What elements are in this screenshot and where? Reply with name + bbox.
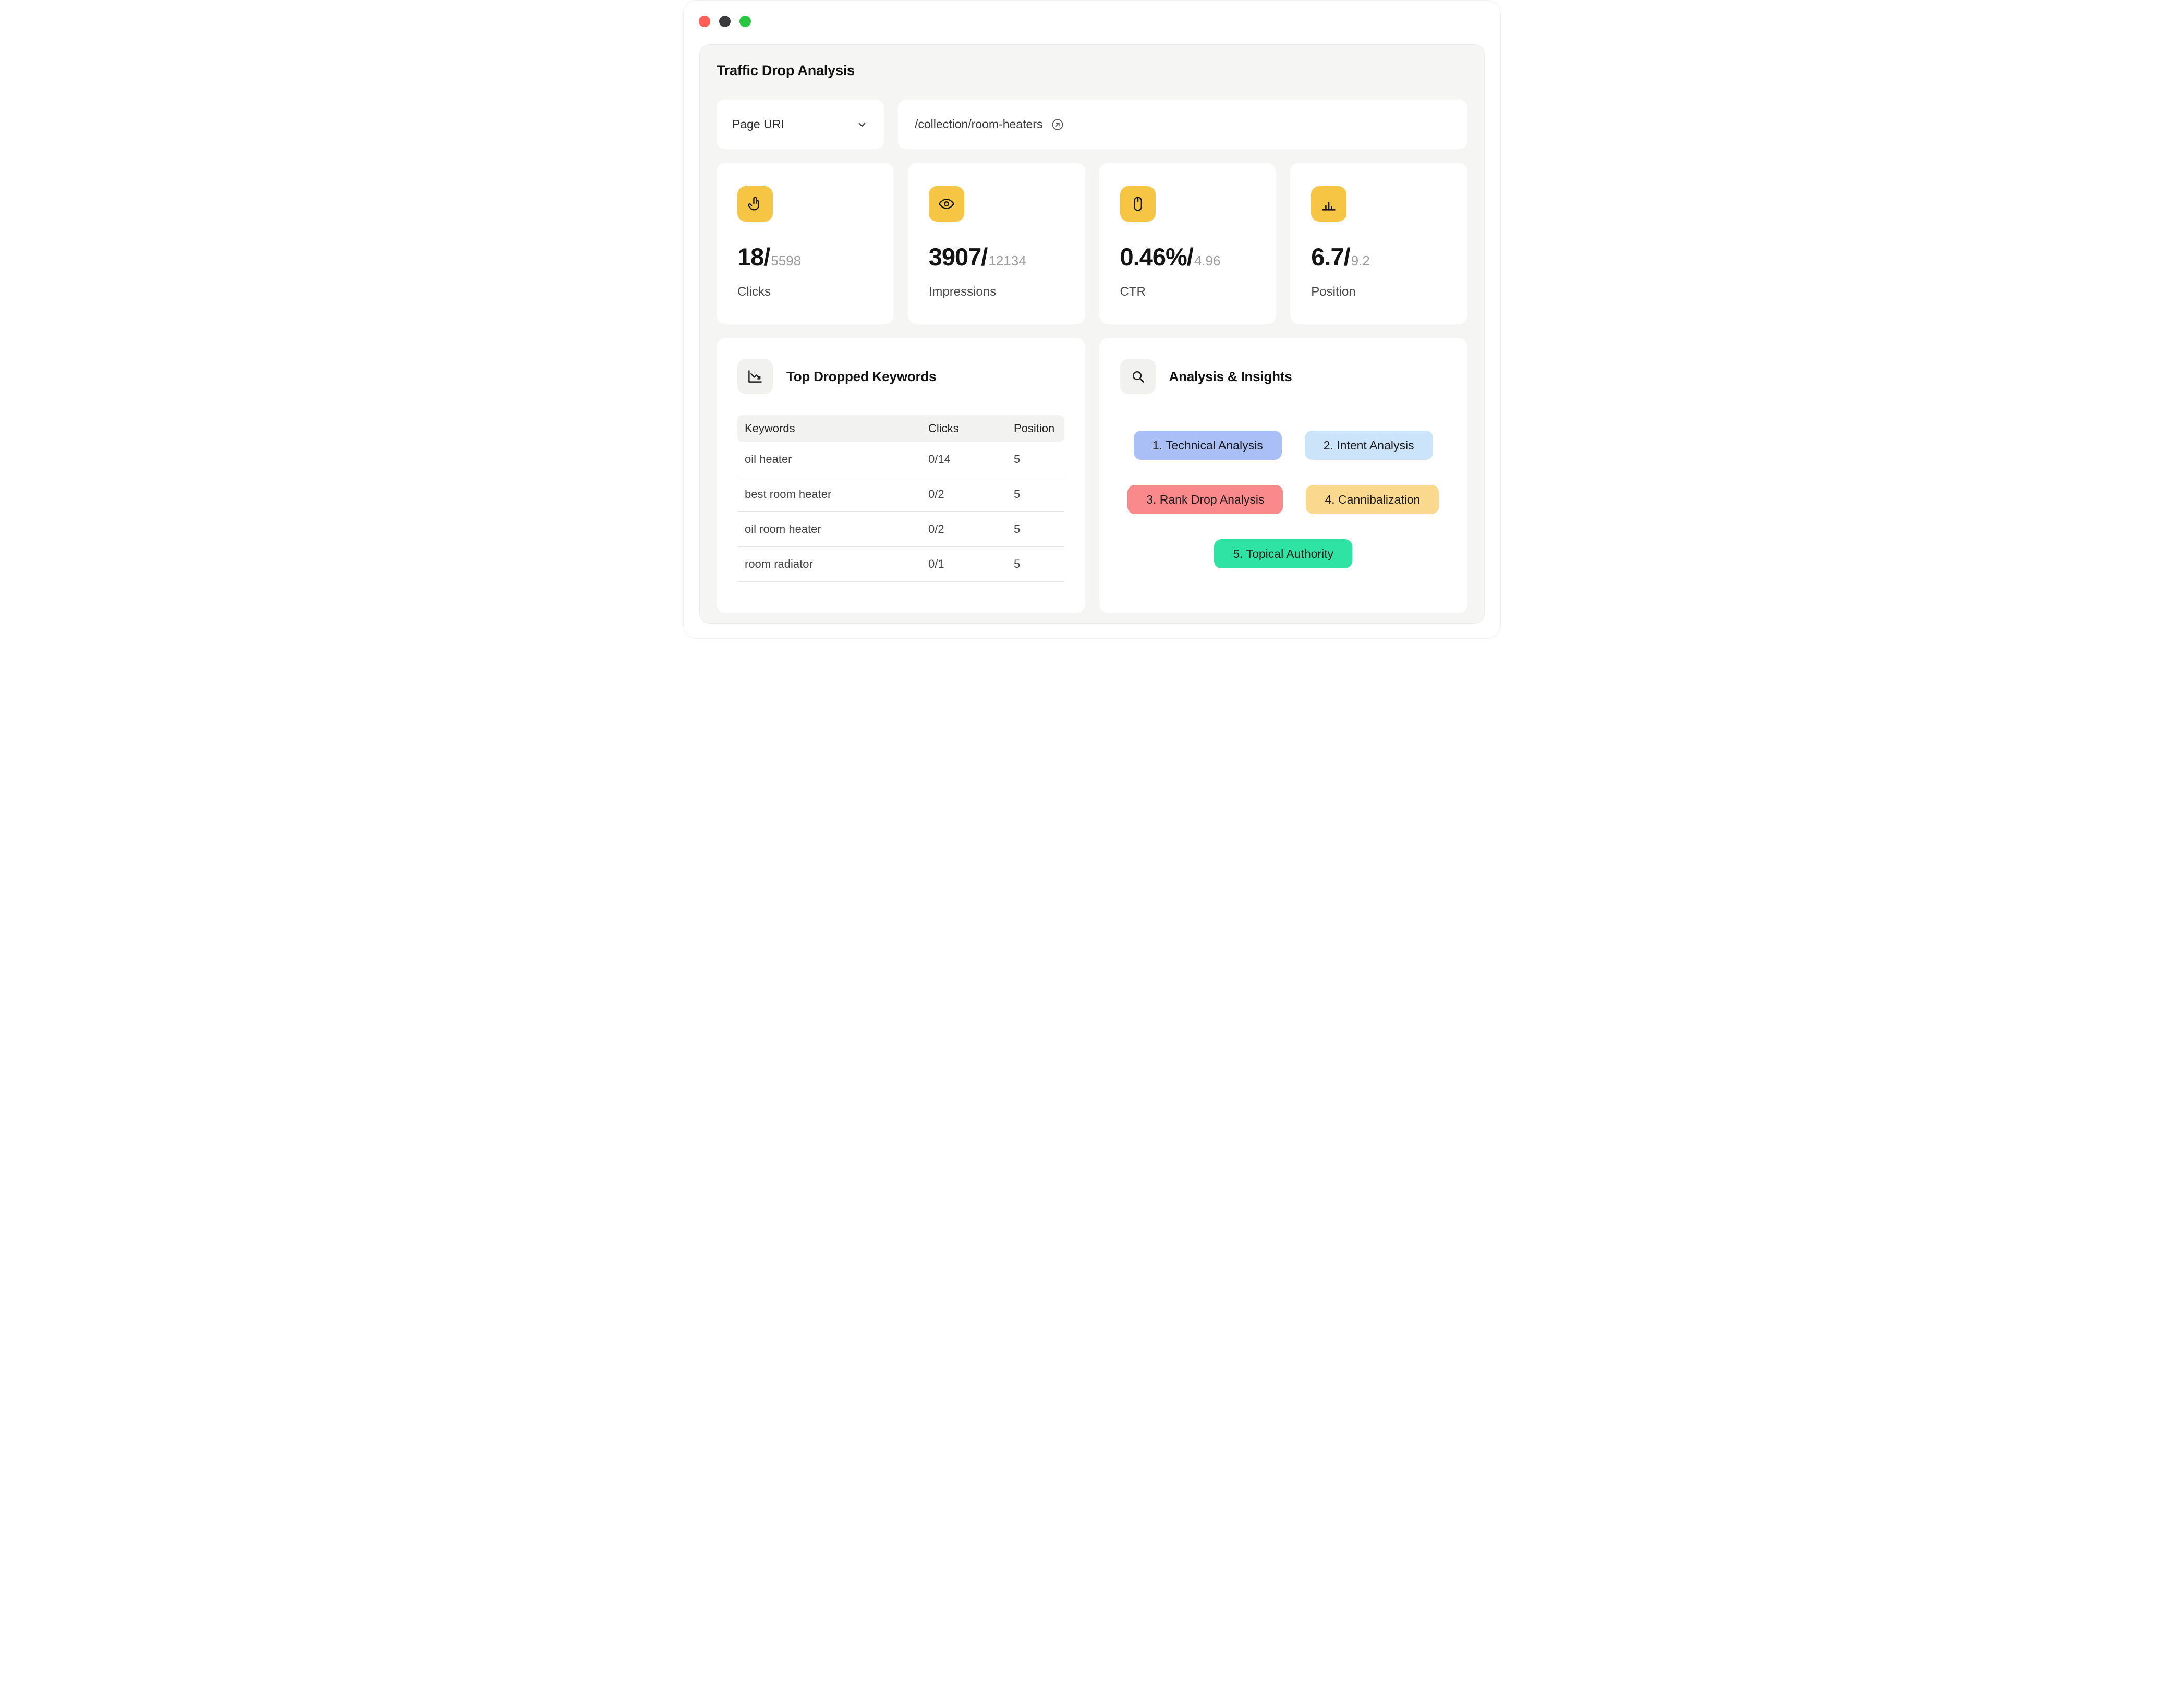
clicks-cell: 0/2 xyxy=(928,522,944,535)
position-cell: 5 xyxy=(1014,557,1021,570)
ctr-label: CTR xyxy=(1120,285,1146,299)
impressions-previous-value: 12134 xyxy=(988,253,1026,269)
stats-row: 18/ 5598 Clicks 3907/ 12134 Impressions xyxy=(717,163,1467,324)
position-cell: 5 xyxy=(1014,453,1021,466)
table-row: best room heater 0/2 5 xyxy=(737,477,1064,512)
stat-card-impressions: 3907/ 12134 Impressions xyxy=(907,163,1085,324)
insight-tags: 1. Technical Analysis 2. Intent Analysis… xyxy=(1120,431,1447,568)
clicks-label: Clicks xyxy=(737,285,771,299)
bar-chart-icon xyxy=(1311,186,1347,222)
keywords-table: Keywords Clicks Position oil heater 0/14… xyxy=(737,415,1064,582)
tag-topical-authority[interactable]: 5. Topical Authority xyxy=(1214,539,1353,568)
column-position: Position xyxy=(1014,422,1055,435)
clicks-cell: 0/14 xyxy=(928,453,951,466)
table-row: room radiator 0/1 5 xyxy=(737,547,1064,582)
clicks-cell: 0/1 xyxy=(928,557,944,570)
filter-bar: Page URI /collection/room-heaters xyxy=(717,100,1467,149)
keyword-cell: oil heater xyxy=(745,453,792,466)
eye-icon xyxy=(928,186,964,222)
window-titlebar xyxy=(684,1,1500,44)
clicks-previous-value: 5598 xyxy=(771,253,802,269)
tag-technical-analysis[interactable]: 1. Technical Analysis xyxy=(1133,431,1282,460)
top-dropped-keywords-card: Top Dropped Keywords Keywords Clicks Pos… xyxy=(717,338,1085,613)
analysis-insights-card: Analysis & Insights 1. Technical Analysi… xyxy=(1099,338,1467,613)
impressions-label: Impressions xyxy=(928,285,997,299)
keywords-table-header: Keywords Clicks Position xyxy=(737,415,1064,442)
trend-down-chart-icon xyxy=(737,359,773,394)
tap-icon xyxy=(737,186,773,222)
dimension-select-label: Page URI xyxy=(732,117,784,131)
position-cell: 5 xyxy=(1014,522,1021,535)
search-icon xyxy=(1120,359,1156,394)
column-keywords: Keywords xyxy=(745,422,795,435)
open-link-icon[interactable] xyxy=(1051,118,1064,131)
page-url-field[interactable]: /collection/room-heaters xyxy=(898,100,1467,149)
tag-cannibalization[interactable]: 4. Cannibalization xyxy=(1306,485,1439,514)
keyword-cell: best room heater xyxy=(745,488,832,501)
position-cell: 5 xyxy=(1014,488,1021,501)
clicks-current-value: 18/ xyxy=(737,243,770,271)
clicks-cell: 0/2 xyxy=(928,488,944,501)
tag-rank-drop-analysis[interactable]: 3. Rank Drop Analysis xyxy=(1127,485,1283,514)
position-current-value: 6.7/ xyxy=(1311,243,1350,271)
chevron-down-icon xyxy=(856,118,868,131)
table-row: oil heater 0/14 5 xyxy=(737,442,1064,477)
page-url-value: /collection/room-heaters xyxy=(915,117,1043,131)
app-window: Traffic Drop Analysis Page URI /collecti… xyxy=(683,0,1501,639)
ctr-previous-value: 4.96 xyxy=(1194,253,1221,269)
position-label: Position xyxy=(1311,285,1356,299)
close-window-button[interactable] xyxy=(699,16,710,27)
dimension-select[interactable]: Page URI xyxy=(717,100,884,149)
minimize-window-button[interactable] xyxy=(719,16,731,27)
mouse-icon xyxy=(1120,186,1156,222)
keywords-card-title: Top Dropped Keywords xyxy=(786,368,937,384)
keyword-cell: oil room heater xyxy=(745,522,821,535)
ctr-current-value: 0.46%/ xyxy=(1120,243,1194,271)
stat-card-position: 6.7/ 9.2 Position xyxy=(1290,163,1467,324)
zoom-window-button[interactable] xyxy=(739,16,751,27)
position-previous-value: 9.2 xyxy=(1351,253,1370,269)
impressions-current-value: 3907/ xyxy=(928,243,988,271)
tag-intent-analysis[interactable]: 2. Intent Analysis xyxy=(1304,431,1433,460)
column-clicks: Clicks xyxy=(928,422,959,435)
traffic-drop-panel: Traffic Drop Analysis Page URI /collecti… xyxy=(699,44,1485,624)
keyword-cell: room radiator xyxy=(745,557,813,570)
insights-card-title: Analysis & Insights xyxy=(1169,368,1292,384)
stat-card-ctr: 0.46%/ 4.96 CTR xyxy=(1099,163,1277,324)
stat-card-clicks: 18/ 5598 Clicks xyxy=(717,163,894,324)
table-row: oil room heater 0/2 5 xyxy=(737,512,1064,547)
page-title: Traffic Drop Analysis xyxy=(717,63,855,78)
